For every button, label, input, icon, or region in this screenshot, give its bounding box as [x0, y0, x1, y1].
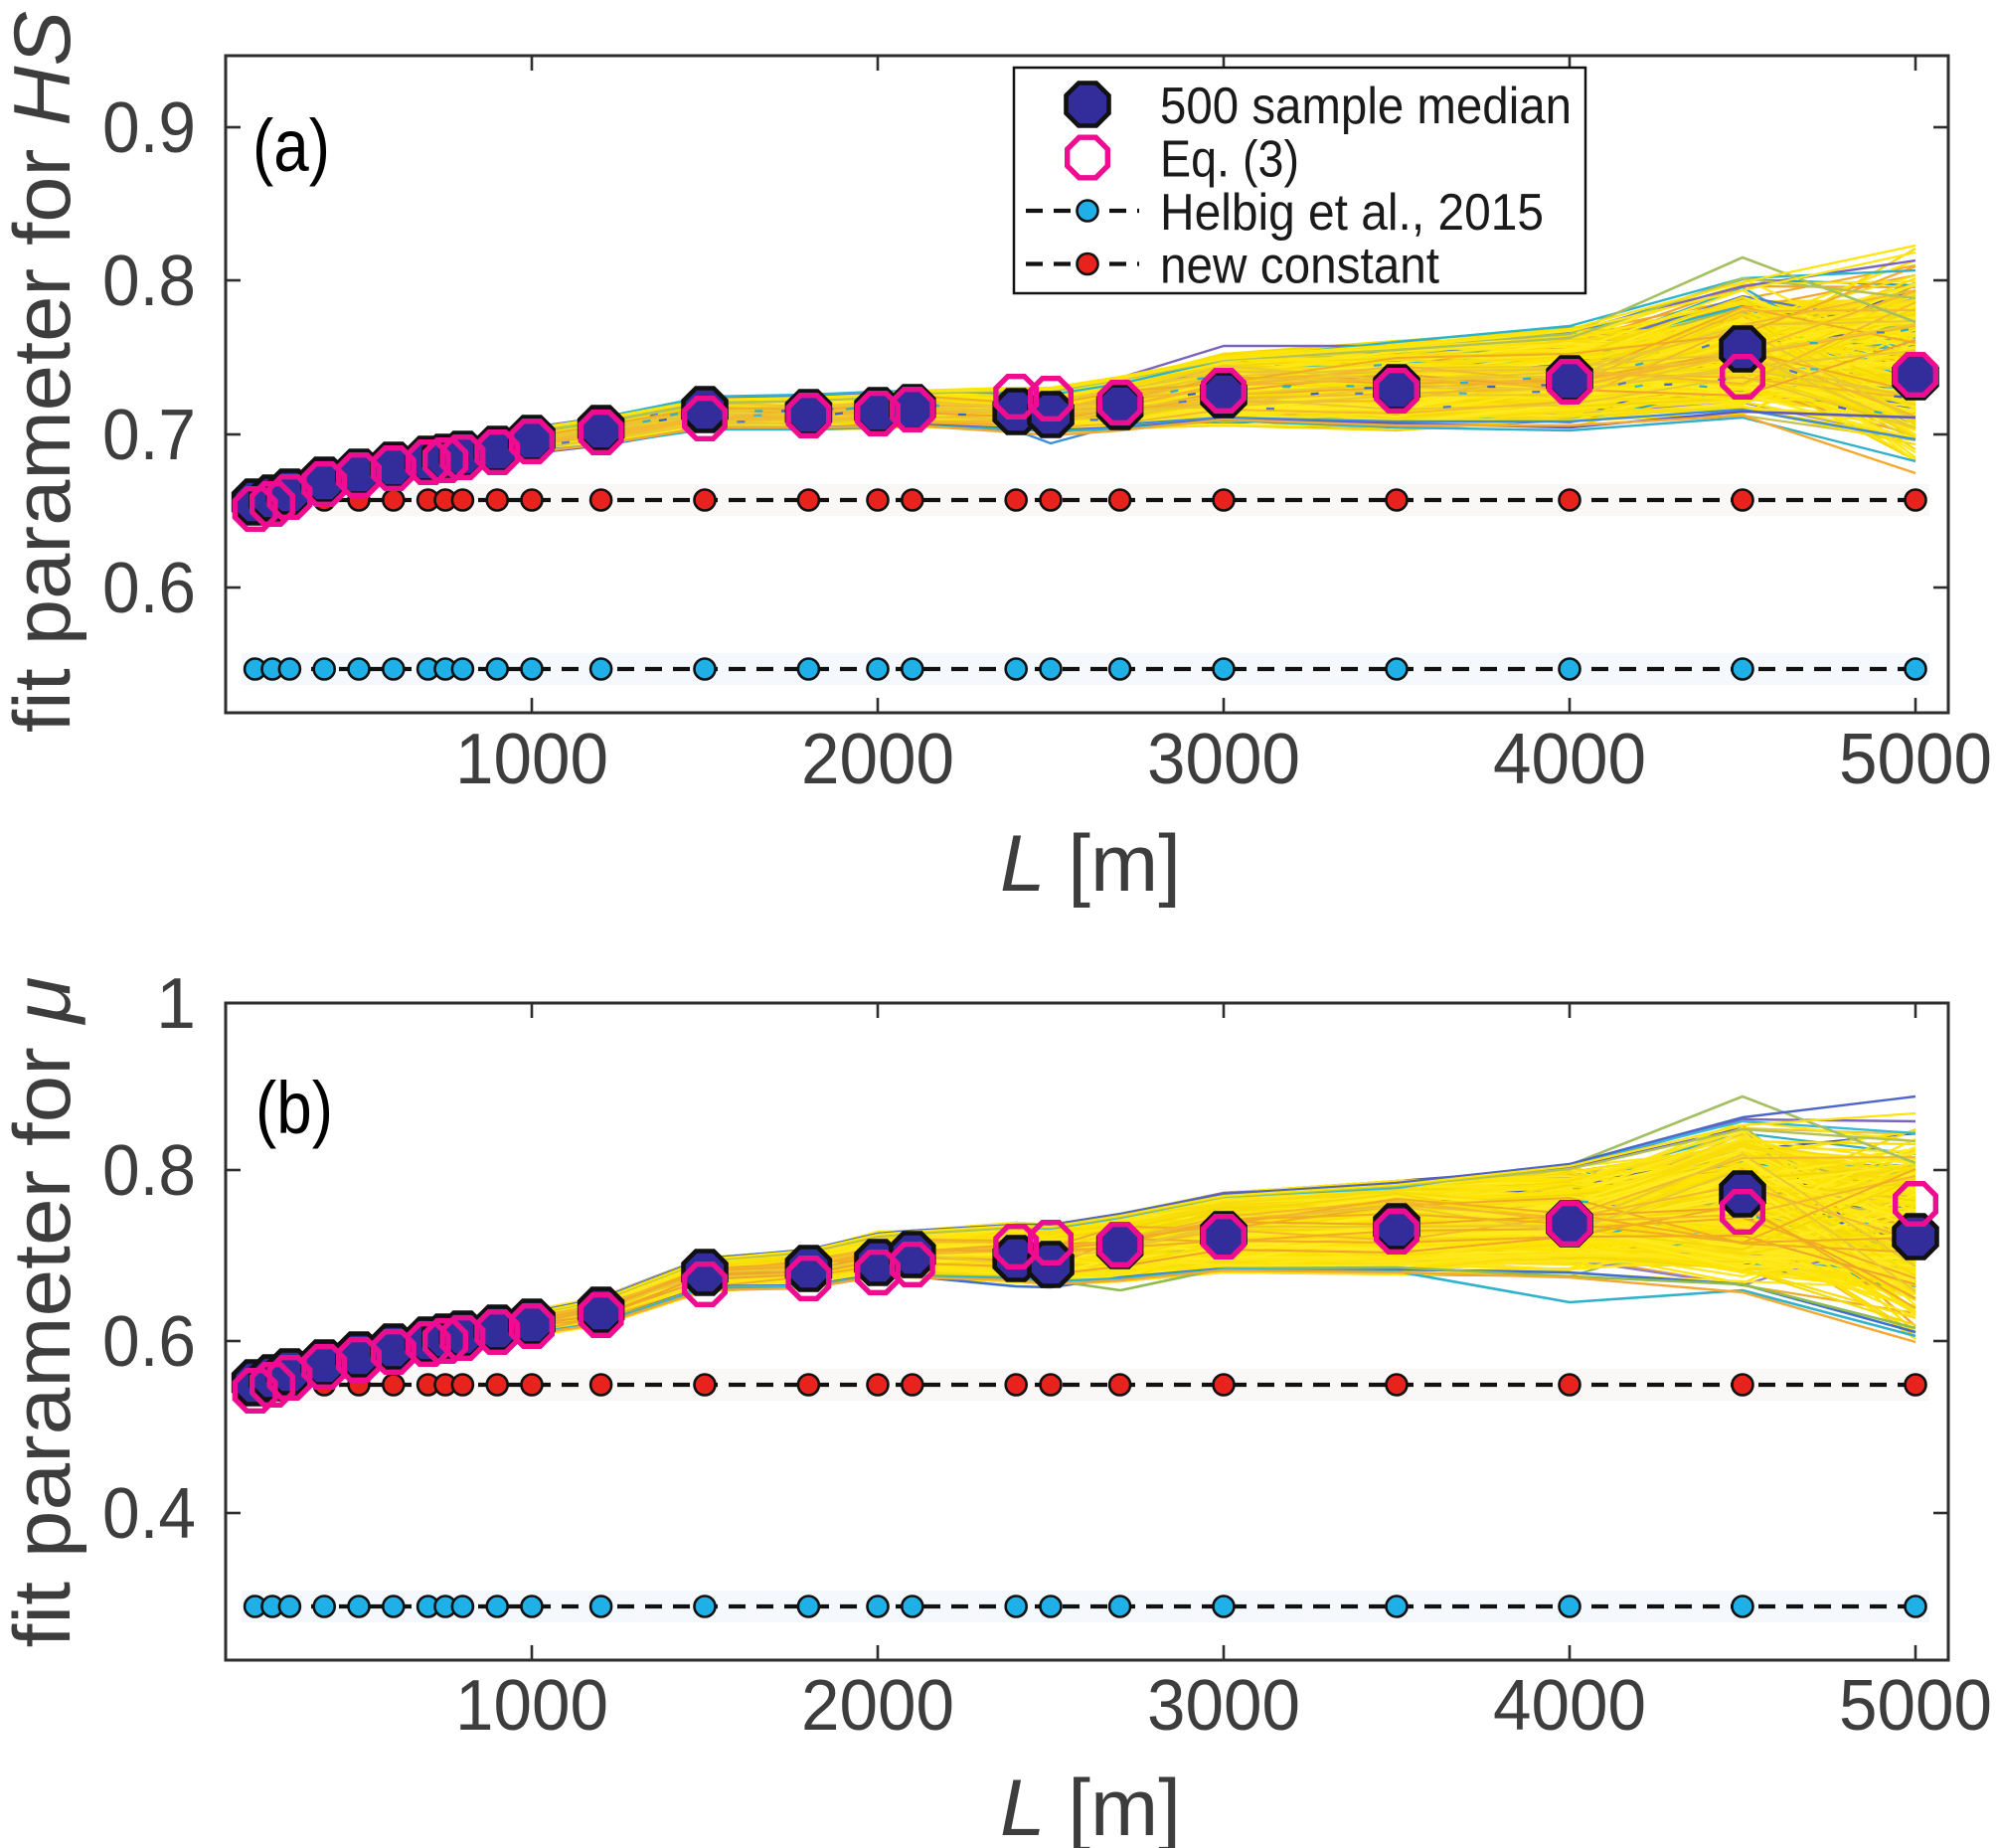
svg-text:L [m]: L [m]: [1000, 1764, 1181, 1848]
svg-text:4000: 4000: [1493, 1666, 1646, 1746]
svg-text:1: 1: [156, 964, 196, 1044]
svg-text:L [m]: L [m]: [1000, 819, 1181, 909]
svg-text:1000: 1000: [455, 720, 608, 799]
svg-text:3000: 3000: [1147, 1666, 1300, 1746]
svg-text:fit parameter for HS: fit parameter for HS: [0, 11, 87, 733]
svg-text:Helbig et al., 2015: Helbig et al., 2015: [1160, 184, 1544, 242]
svg-text:0.6: 0.6: [102, 1302, 196, 1382]
svg-text:(a): (a): [252, 104, 330, 187]
svg-text:2000: 2000: [801, 1666, 954, 1746]
svg-text:0.9: 0.9: [102, 88, 196, 168]
svg-text:0.6: 0.6: [102, 549, 196, 628]
svg-text:0.8: 0.8: [102, 242, 196, 321]
svg-text:0.8: 0.8: [102, 1131, 196, 1211]
svg-text:0.4: 0.4: [102, 1474, 196, 1554]
svg-text:2000: 2000: [801, 720, 954, 799]
svg-text:fit parameter for μ: fit parameter for μ: [0, 976, 87, 1647]
svg-text:4000: 4000: [1493, 720, 1646, 799]
svg-text:Eq. (3): Eq. (3): [1160, 131, 1299, 189]
svg-text:(b): (b): [255, 1067, 333, 1149]
svg-text:500 sample median: 500 sample median: [1160, 78, 1572, 135]
svg-text:0.7: 0.7: [102, 396, 196, 475]
svg-text:1000: 1000: [455, 1666, 608, 1746]
svg-text:new constant: new constant: [1160, 238, 1439, 295]
svg-text:5000: 5000: [1839, 720, 1992, 799]
svg-text:5000: 5000: [1839, 1666, 1992, 1746]
svg-text:3000: 3000: [1147, 720, 1300, 799]
